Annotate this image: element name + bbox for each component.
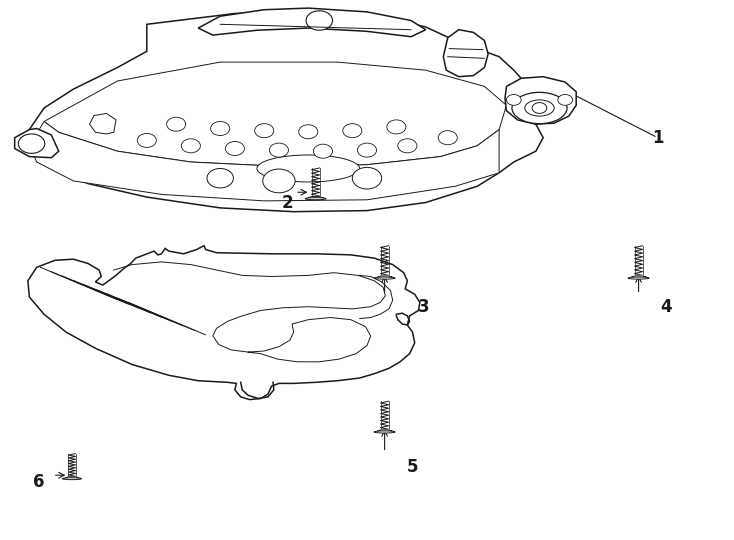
Polygon shape [44,62,506,166]
Circle shape [506,94,521,105]
Circle shape [211,122,230,136]
Polygon shape [505,77,576,124]
Circle shape [299,125,318,139]
Ellipse shape [374,431,395,433]
Circle shape [263,169,295,193]
Circle shape [306,11,333,30]
Polygon shape [90,113,116,134]
Polygon shape [377,276,392,278]
Ellipse shape [628,277,649,279]
Polygon shape [377,430,392,432]
Ellipse shape [512,92,567,124]
Polygon shape [28,246,420,400]
Circle shape [225,141,244,156]
Polygon shape [443,30,488,77]
Polygon shape [29,11,543,212]
Text: 6: 6 [33,473,45,491]
Ellipse shape [62,478,81,480]
Text: 4: 4 [661,298,672,316]
Circle shape [167,117,186,131]
Circle shape [313,144,333,158]
Circle shape [343,124,362,138]
Circle shape [558,94,573,105]
Circle shape [18,134,45,153]
Ellipse shape [257,155,360,182]
Polygon shape [308,197,323,199]
Ellipse shape [525,100,554,116]
Circle shape [269,143,288,157]
Circle shape [438,131,457,145]
Polygon shape [65,477,79,479]
Text: 1: 1 [652,129,664,147]
Circle shape [207,168,233,188]
Polygon shape [198,8,426,37]
Ellipse shape [305,198,326,200]
Polygon shape [29,122,499,201]
Circle shape [387,120,406,134]
Circle shape [352,167,382,189]
Polygon shape [15,129,59,158]
Circle shape [398,139,417,153]
Circle shape [137,133,156,147]
Circle shape [532,103,547,113]
Circle shape [255,124,274,138]
Text: 5: 5 [407,458,418,476]
Polygon shape [631,276,646,278]
Text: 3: 3 [418,298,429,316]
Text: 2: 2 [282,193,294,212]
Ellipse shape [374,277,395,279]
Circle shape [357,143,377,157]
Circle shape [181,139,200,153]
